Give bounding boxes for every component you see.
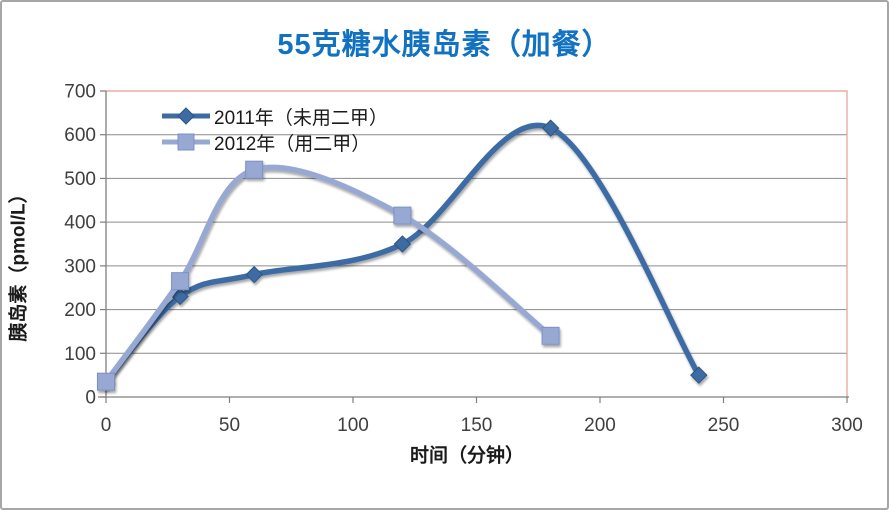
x-tick-label: 150 bbox=[461, 415, 493, 436]
legend-item-2011: 2011年（未用二甲） bbox=[160, 103, 388, 129]
legend-diamond-icon bbox=[162, 107, 210, 125]
data-point-diamond bbox=[171, 287, 189, 306]
legend-item-2012: 2012年（用二甲） bbox=[160, 129, 388, 155]
y-tick-label: 500 bbox=[64, 169, 96, 190]
legend-label-2011: 2011年（未用二甲） bbox=[214, 107, 388, 129]
data-point-diamond bbox=[541, 119, 560, 137]
series-0 bbox=[97, 119, 708, 391]
x-tick-label: 250 bbox=[708, 415, 740, 436]
y-tick-label: 200 bbox=[64, 300, 96, 321]
data-point-square bbox=[393, 206, 412, 225]
y-tick-label: 400 bbox=[64, 213, 96, 234]
data-point-diamond bbox=[245, 265, 263, 284]
data-point-square bbox=[245, 160, 264, 179]
data-point-square bbox=[171, 272, 190, 291]
plot-border bbox=[106, 90, 848, 397]
legend: 2011年（未用二甲） 2012年（用二甲） bbox=[160, 103, 388, 155]
y-tick-label: 0 bbox=[85, 388, 96, 409]
y-tick-label: 300 bbox=[64, 256, 96, 277]
x-tick-label: 0 bbox=[101, 415, 112, 436]
data-point-square bbox=[541, 326, 560, 345]
legend-marker-shape bbox=[177, 133, 195, 151]
y-axis-title: 胰岛素（pmol/L） bbox=[8, 184, 30, 342]
x-tick-label: 50 bbox=[219, 415, 240, 436]
x-axis-title: 时间（分钟） bbox=[409, 445, 525, 467]
x-tick-label: 200 bbox=[584, 415, 616, 436]
legend-marker-shape bbox=[177, 107, 195, 125]
legend-square-icon bbox=[162, 133, 210, 151]
x-tick-label: 300 bbox=[831, 415, 863, 436]
legend-label-2012: 2012年（用二甲） bbox=[214, 133, 371, 155]
data-point-square bbox=[97, 372, 115, 391]
chart-title: 55克糖水胰岛素（加餐） bbox=[277, 29, 612, 61]
y-tick-label: 600 bbox=[64, 125, 96, 146]
data-point-diamond bbox=[690, 366, 708, 384]
y-tick-label: 700 bbox=[64, 82, 96, 103]
data-point-diamond bbox=[393, 235, 412, 253]
x-tick-label: 100 bbox=[337, 415, 369, 436]
series-1 bbox=[97, 160, 560, 391]
y-tick-label: 100 bbox=[64, 344, 96, 365]
